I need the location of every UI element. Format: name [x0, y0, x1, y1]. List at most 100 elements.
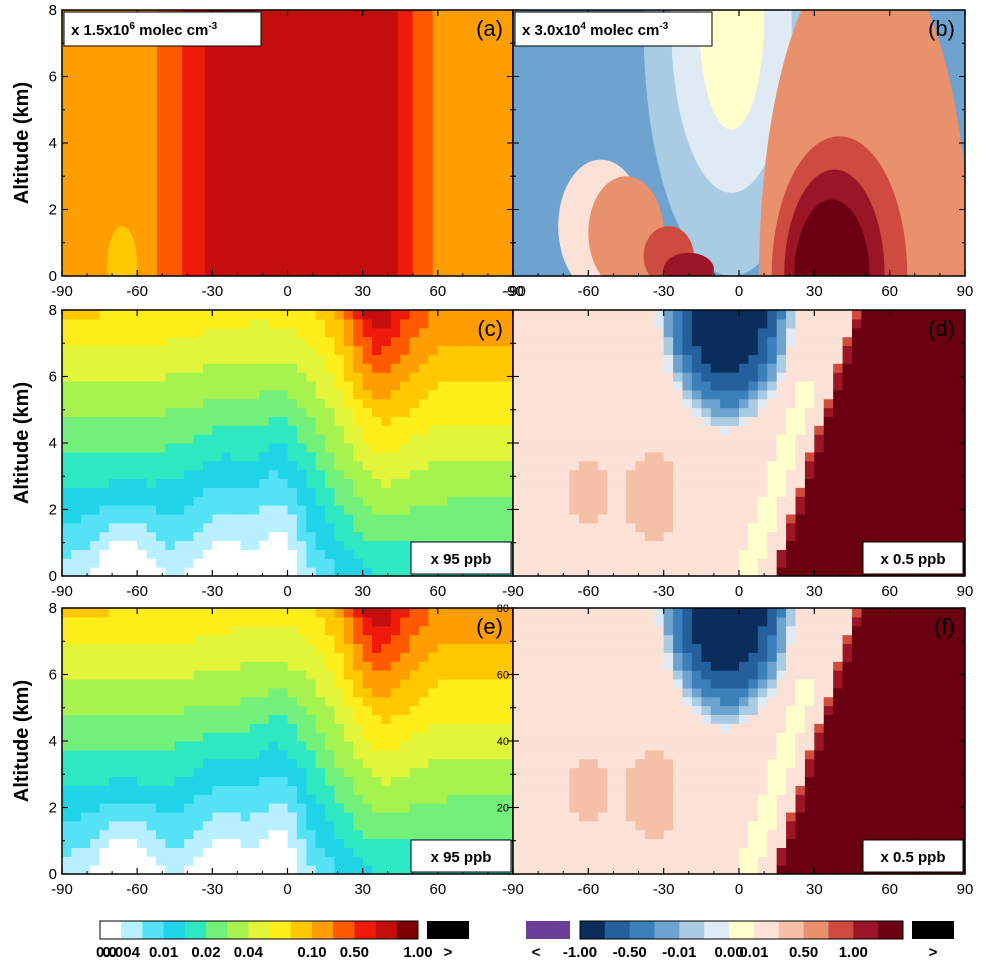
grid-cell	[560, 443, 571, 453]
grid-cell	[447, 741, 458, 751]
grid-cell	[654, 372, 665, 382]
grid-cell	[381, 345, 392, 355]
grid-cell	[268, 496, 279, 506]
grid-cell	[466, 389, 477, 400]
grid-cell	[334, 487, 345, 497]
grid-cell	[597, 705, 608, 715]
grid-cell	[287, 522, 298, 533]
grid-cell	[381, 811, 392, 822]
grid-cell	[118, 478, 129, 488]
grid-cell	[428, 643, 439, 653]
grid-cell	[249, 670, 260, 680]
grid-cell	[437, 608, 448, 618]
grid-cell	[343, 336, 354, 347]
grid-cell	[325, 327, 336, 338]
grid-cell	[626, 487, 637, 497]
grid-cell	[654, 336, 665, 347]
grid-cell	[353, 487, 364, 497]
grid-cell	[62, 434, 72, 444]
grid-cell	[259, 496, 270, 506]
grid-cell	[654, 540, 665, 550]
grid-cell	[588, 451, 599, 462]
grid-cell	[296, 443, 307, 453]
grid-cell	[268, 811, 279, 822]
grid-cell	[249, 531, 260, 542]
grid-cell	[99, 732, 110, 742]
grid-cell	[268, 625, 279, 636]
grid-cell	[588, 776, 599, 786]
grid-cell	[390, 416, 401, 426]
grid-cell	[663, 443, 674, 453]
grid-cell	[597, 451, 608, 462]
grid-cell	[212, 820, 223, 831]
grid-cell	[99, 634, 110, 645]
grid-cell	[522, 758, 533, 769]
grid-cell	[494, 318, 505, 329]
grid-cell	[165, 803, 176, 813]
grid-cell	[833, 478, 844, 488]
grid-cell	[231, 513, 242, 524]
grid-cell	[936, 407, 947, 417]
grid-cell	[456, 776, 467, 786]
grid-cell	[456, 416, 467, 426]
grid-cell	[870, 443, 881, 453]
grid-cell	[710, 416, 721, 426]
grid-cell	[202, 372, 213, 382]
grid-cell	[146, 505, 157, 515]
grid-cell	[400, 803, 411, 813]
grid-cell	[597, 758, 608, 769]
grid-cell	[325, 398, 336, 409]
grid-cell	[484, 318, 495, 329]
x-tick-label: -90	[51, 283, 73, 300]
grid-cell	[287, 767, 298, 778]
grid-cell	[833, 380, 844, 391]
grid-cell	[362, 513, 373, 524]
grid-cell	[466, 363, 477, 373]
grid-cell	[626, 540, 637, 550]
grid-cell	[814, 549, 825, 559]
grid-cell	[409, 696, 420, 707]
grid-cell	[400, 487, 411, 497]
grid-cell	[804, 354, 815, 364]
grid-cell	[80, 741, 91, 751]
grid-cell	[475, 652, 486, 662]
grid-cell	[278, 425, 289, 435]
grid-cell	[899, 496, 910, 506]
grid-cell	[673, 310, 684, 320]
grid-cell	[757, 425, 768, 435]
grid-cell	[701, 380, 712, 391]
grid-cell	[720, 407, 731, 417]
grid-cell	[343, 558, 354, 568]
field-contour	[794, 199, 870, 276]
grid-cell	[673, 398, 684, 409]
grid-cell	[833, 469, 844, 480]
grid-cell	[409, 372, 420, 382]
grid-cell	[174, 758, 185, 769]
grid-cell	[296, 407, 307, 417]
grid-cell	[137, 749, 148, 760]
grid-cell	[146, 652, 157, 662]
grid-cell	[588, 416, 599, 426]
grid-cell	[372, 496, 383, 506]
grid-cell	[607, 687, 618, 698]
grid-cell	[682, 478, 693, 488]
grid-cell	[607, 714, 618, 724]
grid-cell	[588, 616, 599, 627]
grid-cell	[287, 652, 298, 662]
grid-cell	[814, 469, 825, 480]
grid-cell	[588, 336, 599, 347]
grid-cell	[503, 318, 513, 329]
grid-cell	[757, 407, 768, 417]
grid-cell	[221, 741, 232, 751]
grid-cell	[268, 505, 279, 515]
grid-cell	[334, 714, 345, 724]
grid-cell	[466, 443, 477, 453]
grid-cell	[202, 318, 213, 329]
grid-cell	[578, 425, 589, 435]
grid-cell	[325, 616, 336, 627]
grid-cell	[419, 723, 430, 733]
grid-cell	[569, 443, 580, 453]
grid-cell	[456, 345, 467, 355]
grid-cell	[400, 829, 411, 840]
grid-cell	[90, 785, 101, 795]
